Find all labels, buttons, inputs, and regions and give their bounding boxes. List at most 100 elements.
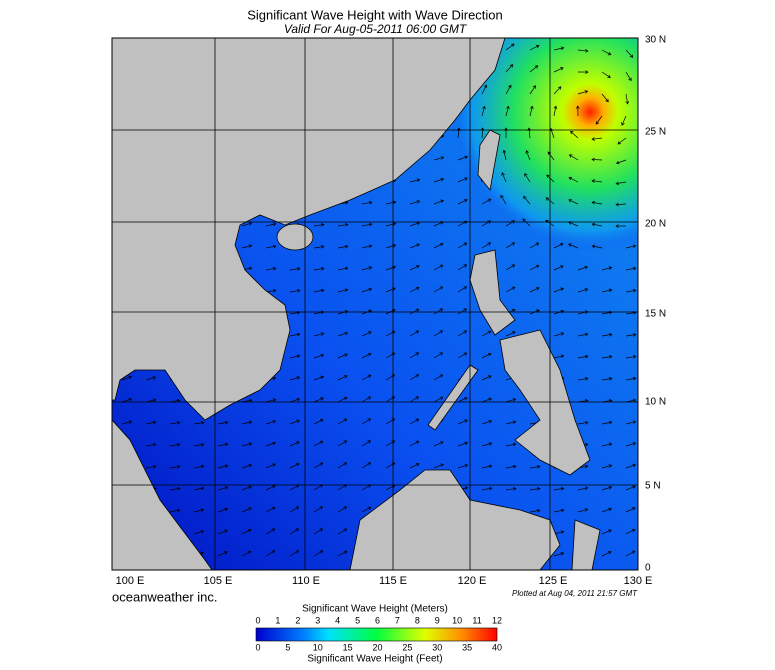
wave-arrow bbox=[601, 529, 612, 535]
wave-arrow bbox=[601, 442, 613, 447]
wave-arrow bbox=[529, 287, 540, 293]
wave-arrow bbox=[568, 243, 579, 249]
map bbox=[112, 38, 638, 570]
lat-label: 0 bbox=[645, 563, 651, 574]
wave-arrow bbox=[241, 442, 253, 447]
wave-arrow bbox=[481, 198, 492, 205]
wave-arrow bbox=[289, 354, 301, 359]
wave-arrow bbox=[337, 550, 348, 557]
wave-arrow bbox=[289, 462, 300, 469]
colorbar-ticks: 0 1 2 3 4 5 6 7 8 9 10 11 120 5 10 15 20 25 30 35 40 bbox=[255, 615, 502, 652]
wave-arrow bbox=[241, 244, 253, 249]
wave-arrow bbox=[433, 352, 444, 359]
wave-arrow bbox=[529, 465, 541, 469]
wave-arrow bbox=[265, 463, 276, 469]
wave-arrow bbox=[577, 421, 589, 425]
wave-arrow bbox=[385, 222, 397, 227]
wave-arrow bbox=[505, 398, 517, 403]
wave-arrow bbox=[193, 421, 205, 425]
lat-label: 30 N bbox=[645, 35, 666, 46]
wave-arrow bbox=[337, 396, 348, 403]
wave-arrow bbox=[385, 200, 397, 205]
wave-arrow bbox=[361, 331, 372, 337]
meters-tick-label: 4 bbox=[335, 615, 340, 625]
wave-arrow bbox=[617, 137, 627, 145]
lon-label: 120 E bbox=[458, 575, 487, 587]
wave-arrow bbox=[169, 443, 181, 447]
lon-label: 110 E bbox=[292, 575, 320, 587]
wave-arrow bbox=[529, 264, 540, 271]
brand: oceanweather inc. bbox=[112, 589, 218, 604]
wave-arrow bbox=[481, 330, 492, 337]
wave-arrow bbox=[433, 463, 444, 469]
wave-arrow bbox=[481, 242, 492, 249]
wave-arrow bbox=[433, 396, 444, 403]
wave-arrow bbox=[361, 287, 373, 293]
meters-tick-label: 12 bbox=[492, 615, 502, 625]
wave-arrow bbox=[481, 442, 493, 447]
wave-arrow bbox=[433, 199, 444, 205]
wave-arrow bbox=[529, 242, 540, 249]
axis-labels: 30 N 25 N 20 N 15 N 10 N 5 N 0 100 E 105 E 110 E 1… bbox=[116, 35, 667, 587]
wave-arrow bbox=[313, 462, 324, 469]
wave-arrow bbox=[385, 265, 397, 271]
wave-arrow bbox=[433, 264, 444, 271]
wave-arrow bbox=[457, 330, 468, 337]
wave-arrow bbox=[121, 420, 133, 425]
wave-arrow bbox=[601, 377, 613, 381]
wave-arrow bbox=[289, 506, 300, 513]
wave-arrow bbox=[615, 159, 627, 165]
wave-arrow bbox=[457, 199, 468, 205]
wave-arrow bbox=[361, 244, 373, 249]
wave-arrow bbox=[313, 419, 324, 425]
wave-arrow bbox=[217, 464, 229, 469]
wave-arrow bbox=[169, 465, 181, 469]
wave-arrow bbox=[337, 506, 348, 513]
wave-arrow bbox=[577, 376, 589, 381]
wave-arrow bbox=[457, 464, 469, 469]
wave-arrow bbox=[553, 552, 565, 557]
wave-arrow bbox=[121, 397, 133, 403]
wave-arrow bbox=[625, 442, 637, 447]
wave-arrow bbox=[265, 244, 277, 249]
wave-arrow bbox=[546, 174, 555, 183]
wave-arrow bbox=[289, 441, 300, 447]
wave-arrow bbox=[337, 462, 348, 469]
wave-arrow bbox=[625, 550, 636, 557]
wave-arrow bbox=[337, 353, 348, 359]
wave-arrow bbox=[615, 224, 627, 228]
wave-arrow bbox=[145, 420, 157, 425]
wave-arrow bbox=[502, 149, 507, 161]
wave-arrow bbox=[625, 93, 630, 105]
wave-arrow bbox=[553, 67, 564, 73]
wave-arrow bbox=[289, 289, 301, 293]
wave-arrow bbox=[409, 396, 420, 403]
wave-arrow bbox=[553, 105, 558, 117]
wave-arrow bbox=[289, 376, 301, 381]
lon-label: 115 E bbox=[379, 575, 407, 587]
wave-arrow bbox=[121, 375, 133, 381]
wave-arrow bbox=[289, 550, 300, 557]
wave-arrow bbox=[289, 397, 301, 403]
wave-arrow bbox=[409, 440, 420, 447]
wave-arrow bbox=[337, 375, 348, 381]
wave-arrow bbox=[433, 308, 444, 315]
wave-arrow bbox=[337, 266, 349, 271]
wave-arrow bbox=[523, 195, 531, 205]
land bbox=[112, 38, 601, 570]
wave-arrow bbox=[591, 244, 603, 249]
wave-arrow bbox=[433, 242, 444, 249]
wave-arrow bbox=[193, 508, 205, 513]
wave-arrow bbox=[457, 242, 468, 249]
wave-arrow bbox=[217, 420, 229, 425]
wave-arrow bbox=[577, 265, 589, 271]
feet-tick-label: 0 bbox=[255, 642, 260, 652]
feet-tick-label: 35 bbox=[462, 642, 472, 652]
wave-arrow bbox=[481, 486, 493, 491]
wave-arrow bbox=[241, 507, 252, 513]
wave-arrow bbox=[265, 441, 277, 447]
wave-arrow bbox=[433, 286, 444, 293]
wave-arrow bbox=[361, 506, 372, 513]
wave-arrow bbox=[265, 485, 276, 491]
